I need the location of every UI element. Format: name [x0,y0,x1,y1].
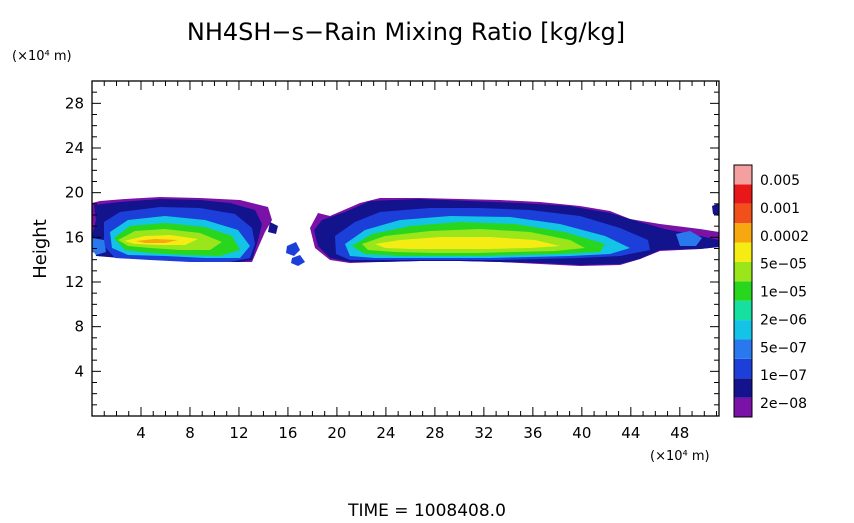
y-unit-label: (×10⁴ m) [12,49,72,64]
colorbar-label: 5e−07 [760,340,807,356]
colorbar-swatch [734,281,752,301]
colorbar-label: 1e−07 [760,368,807,384]
colorbar-swatch [734,378,752,398]
y-tick-label: 8 [74,318,84,336]
colorbar-swatch [734,184,752,204]
colorbar-label: 2e−08 [760,396,807,412]
cloud-field [92,197,719,266]
colorbar-swatch [734,261,752,282]
cloud-blob-d [92,238,106,255]
colorbar-label: 1e−05 [760,285,807,301]
x-tick-label: 44 [621,424,640,442]
y-tick-label: 16 [65,228,84,246]
x-tick-label: 36 [523,424,542,442]
colorbar-swatch [734,165,752,185]
cloud-blob-b [291,255,305,266]
cloud-orange-core [136,239,178,243]
cloud-yellow-right [375,237,560,249]
x-tick-label: 20 [327,424,346,442]
colorbar: 0.005 0.001 0.0002 5e−05 1e−05 2e−06 5e−07 1e−0… [733,164,809,418]
colorbar-label: 0.0002 [760,229,809,245]
colorbar-label: 2e−06 [760,312,807,328]
colorbar-swatch [734,242,752,262]
chart-title: NH4SH−s−Rain Mixing Ratio [kg/kg] [187,18,625,46]
x-tick-label: 8 [185,424,195,442]
colorbar-swatch [734,397,752,417]
x-tick-label: 48 [670,424,689,442]
cloud-blob-f [268,222,278,234]
x-tick-label: 28 [425,424,444,442]
cloud-blob-c [676,231,702,246]
colorbar-swatch [734,358,752,379]
x-tick-label: 24 [376,424,395,442]
x-axis: 4 8 12 16 20 24 28 32 36 40 44 48 [103,81,718,442]
colorbar-swatch [734,320,752,340]
y-tick-label: 20 [65,184,84,202]
x-tick-label: 4 [136,424,146,442]
x-tick-label: 16 [278,424,297,442]
y-tick-label: 12 [65,273,84,291]
x-tick-label: 12 [229,424,248,442]
y-tick-label: 28 [65,94,84,112]
x-unit-label: (×10⁴ m) [650,449,710,464]
x-tick-label: 32 [474,424,493,442]
x-tick-label: 40 [572,424,591,442]
colorbar-swatch [734,223,752,243]
time-footer: TIME = 1008408.0 [347,501,506,519]
y-tick-label: 24 [65,139,84,157]
colorbar-swatch [734,300,752,321]
colorbar-swatch [734,339,752,359]
cloud-blob-a [286,242,300,256]
colorbar-frame [733,164,753,418]
cloud-blob-e [712,203,719,216]
colorbar-label: 0.001 [760,201,800,217]
colorbar-swatch [734,203,752,224]
colorbar-label: 5e−05 [760,257,807,273]
y-axis: 4 8 12 16 20 24 28 [65,91,719,406]
y-tick-label: 4 [74,362,84,380]
colorbar-label: 0.005 [760,173,800,189]
y-axis-label: Height [30,219,51,279]
